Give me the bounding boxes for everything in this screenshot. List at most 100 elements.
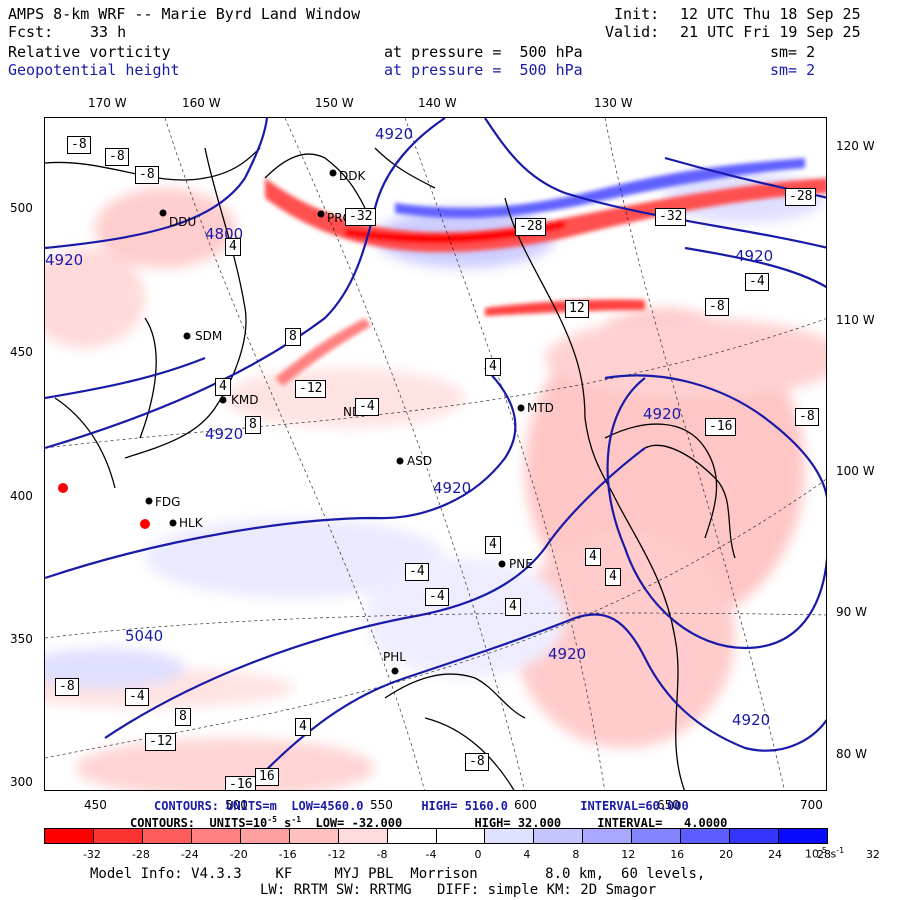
station-label: MTD [527, 401, 554, 415]
left-grid-tick: 350 [10, 632, 33, 646]
color-bar-label: -16 [278, 848, 297, 861]
color-bar-label: 4 [523, 848, 531, 861]
vorticity-contour-label: -8 [795, 408, 819, 426]
field2-name: Geopotential height [8, 61, 180, 79]
color-bar-label: 24 [768, 848, 783, 861]
map-panel: DDU DDK PRO SDM KMD NDX ASD MTD FDG HLK … [44, 117, 827, 791]
vorticity-contour-label: 4 [605, 568, 621, 586]
height-contour-label: 4920 [735, 247, 774, 265]
color-bar-segment [386, 828, 437, 844]
left-grid-tick: 450 [10, 345, 33, 359]
vorticity-contour-label: -16 [225, 776, 257, 790]
station-markers [58, 169, 525, 675]
color-bar-segment [44, 828, 94, 844]
vorticity-contour-label: -12 [145, 733, 177, 751]
height-contour-label: 4920 [375, 125, 414, 143]
color-bar-label: -8 [376, 848, 388, 861]
height-contour-label: 4920 [732, 711, 771, 729]
vorticity-shading [45, 173, 826, 790]
height-contour-label: 4920 [433, 479, 472, 497]
coastlines [45, 147, 736, 790]
station-label: DDK [339, 169, 366, 183]
field2-level: at pressure = 500 hPa [384, 61, 583, 79]
vorticity-contour-label: 4 [505, 598, 521, 616]
bottom-grid-tick: 650 [657, 798, 680, 812]
color-bar-label: 32 [865, 848, 880, 861]
vorticity-contour-label: -8 [55, 678, 79, 696]
color-bar-label: 28 [817, 848, 831, 861]
vorticity-contour-label: 16 [255, 768, 279, 786]
color-bar-label: -32 [82, 848, 101, 861]
vorticity-contour-label: -8 [465, 753, 489, 771]
color-bar-label: -20 [229, 848, 248, 861]
map-canvas [45, 118, 826, 790]
vorticity-contour-label: 4 [585, 548, 601, 566]
vorticity-contour-label: 4 [215, 378, 231, 396]
color-bar-segment [533, 828, 584, 844]
vorticity-contour-label: 4 [225, 238, 241, 256]
vorticity-contour-label: 4 [295, 718, 311, 736]
color-bar-segment [680, 828, 731, 844]
color-bar-label: 20 [719, 848, 734, 861]
physics-info: LW: RRTM SW: RRTMG DIFF: simple KM: 2D S… [260, 882, 657, 898]
bottom-grid-tick: 450 [84, 798, 107, 812]
height-contours [45, 118, 826, 790]
color-bar-segment [582, 828, 633, 844]
station-label: KMD [231, 393, 259, 407]
contour-info-line2: CONTOURS: UNITS=10-5 s-1 LOW= -32.000 HI… [130, 815, 728, 830]
color-bar-label: -4 [425, 848, 437, 861]
height-contour-label: 4920 [643, 405, 682, 423]
color-bar-segment [239, 828, 290, 844]
height-contour-label: 5040 [125, 627, 164, 645]
vorticity-contour-label: -8 [705, 298, 729, 316]
vorticity-contour-label: 8 [285, 328, 301, 346]
station-label: ASD [407, 454, 433, 468]
station-label: HLK [179, 516, 203, 530]
top-lon-tick: 150 W [315, 96, 354, 110]
color-bar-label: 16 [670, 848, 685, 861]
right-lon-tick: 80 W [836, 747, 867, 761]
station-label: FDG [155, 495, 181, 509]
color-bar-label: -24 [180, 848, 199, 861]
color-bar-segment [435, 828, 486, 844]
top-lon-tick: 130 W [594, 96, 633, 110]
init-label: Init: [614, 5, 660, 23]
color-bar-segment [729, 828, 780, 844]
color-bar-segment [141, 828, 192, 844]
station-label: SDM [195, 329, 223, 343]
color-bar-segment [337, 828, 388, 844]
color-bar-label: 12 [621, 848, 636, 861]
color-bar-segment [484, 828, 535, 844]
field1-level: at pressure = 500 hPa [384, 43, 583, 61]
height-contour-label: 4920 [205, 425, 244, 443]
color-bar-segment [778, 828, 828, 844]
field1-name: Relative vorticity [8, 43, 171, 61]
color-bar-segment [190, 828, 241, 844]
vorticity-contour-label: -28 [785, 188, 817, 206]
color-bar-segment [288, 828, 339, 844]
vorticity-contour-label: -8 [105, 148, 129, 166]
color-bar-label: -28 [131, 848, 150, 861]
forecast-label: Fcst: [8, 23, 54, 41]
vorticity-contour-label: 8 [245, 416, 261, 434]
vorticity-contour-label: -8 [135, 166, 159, 184]
bottom-grid-tick: 500 [225, 798, 248, 812]
vorticity-contour-label: 4 [485, 536, 501, 554]
station-label: DDU [169, 215, 197, 229]
vorticity-contour-label: 8 [175, 708, 191, 726]
vorticity-contour-label: 12 [565, 300, 589, 318]
vorticity-contour-label: -4 [405, 563, 429, 581]
height-contour-label: 4920 [548, 645, 587, 663]
right-lon-tick: 90 W [836, 605, 867, 619]
valid-label: Valid: [605, 23, 660, 41]
height-contour-label: 4920 [45, 251, 84, 269]
vorticity-contour-label: -4 [355, 398, 379, 416]
vorticity-contour-label: -4 [125, 688, 149, 706]
color-bar-label: 8 [572, 848, 580, 861]
right-lon-tick: 100 W [836, 464, 875, 478]
field2-smoothing: sm= 2 [770, 61, 816, 79]
vorticity-contour-label: 4 [485, 358, 501, 376]
field1-smoothing: sm= 2 [770, 43, 816, 61]
top-lon-tick: 170 W [88, 96, 127, 110]
height-contour-label: 4800 [205, 225, 244, 243]
